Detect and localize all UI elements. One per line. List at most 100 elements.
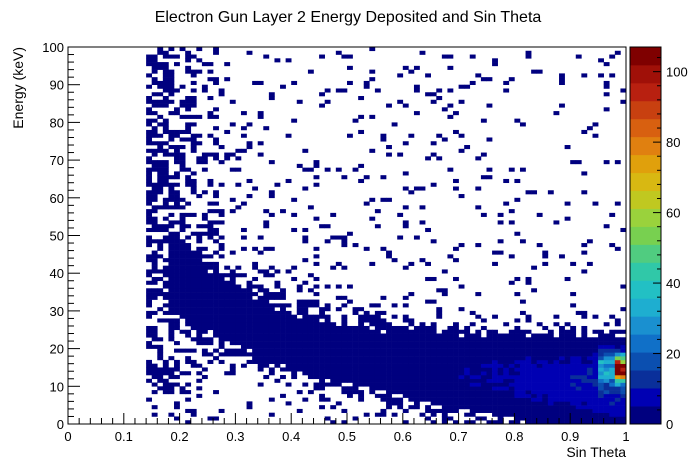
heatmap-cell <box>620 390 627 395</box>
heatmap-cell <box>553 405 560 410</box>
heatmap-cell <box>285 337 292 342</box>
heatmap-cell <box>559 382 565 387</box>
heatmap-cell <box>185 333 192 338</box>
heatmap-cell <box>497 337 504 342</box>
heatmap-cell <box>514 359 521 364</box>
heatmap-cell <box>307 363 314 368</box>
x-tick-label: 1 <box>622 429 629 444</box>
heatmap-cell <box>430 390 437 395</box>
heatmap-cell <box>570 367 577 372</box>
heatmap-cell <box>235 318 242 323</box>
heatmap-cell <box>363 412 370 417</box>
heatmap-cell <box>369 348 376 353</box>
heatmap-cell <box>592 386 599 391</box>
heatmap-cell <box>425 299 431 304</box>
heatmap-cell <box>358 359 365 364</box>
heatmap-cell <box>536 401 543 406</box>
heatmap-cell <box>157 175 164 180</box>
heatmap-cell <box>335 307 342 312</box>
heatmap-cell <box>319 310 325 315</box>
heatmap-cell <box>341 322 348 327</box>
heatmap-cell <box>151 182 158 187</box>
heatmap-cell <box>302 333 309 338</box>
color-scale-swatch <box>630 136 661 156</box>
heatmap-cell <box>174 288 180 293</box>
heatmap-cell <box>358 333 365 338</box>
heatmap-cell <box>358 378 365 383</box>
heatmap-cell <box>291 197 298 202</box>
heatmap-cell <box>525 412 532 417</box>
heatmap-cell <box>168 356 175 361</box>
heatmap-cell <box>458 371 465 376</box>
heatmap-cell <box>464 352 471 357</box>
heatmap-cell <box>391 341 398 346</box>
y-tick-label: 100 <box>42 40 64 55</box>
heatmap-cell <box>146 54 152 59</box>
heatmap-cell <box>229 209 236 214</box>
heatmap-cell <box>341 88 348 93</box>
heatmap-cell <box>179 303 186 308</box>
heatmap-cell <box>397 386 404 391</box>
heatmap-cell <box>207 325 214 331</box>
heatmap-cell <box>430 420 437 425</box>
heatmap-cell <box>246 303 253 308</box>
heatmap-cell <box>475 341 482 346</box>
heatmap-cell <box>218 280 225 285</box>
heatmap-cell <box>570 397 577 402</box>
heatmap-cell <box>564 367 571 372</box>
heatmap-cell <box>151 367 158 372</box>
heatmap-cell <box>218 408 225 413</box>
heatmap-cell <box>213 295 219 300</box>
heatmap-cell <box>436 378 443 383</box>
heatmap-cell <box>240 310 247 315</box>
heatmap-cell <box>157 47 164 52</box>
heatmap-cell <box>508 352 515 357</box>
heatmap-cell <box>235 205 242 210</box>
heatmap-cell <box>246 325 253 331</box>
heatmap-cell <box>508 367 515 372</box>
heatmap-cell <box>196 224 203 229</box>
heatmap-cell <box>402 303 409 308</box>
heatmap-cell <box>603 107 610 112</box>
heatmap-cell <box>458 284 465 289</box>
heatmap-cell <box>369 197 376 202</box>
heatmap-cell <box>291 352 298 357</box>
heatmap-cell <box>196 318 203 323</box>
heatmap-cell <box>386 363 392 368</box>
heatmap-cell <box>185 107 192 112</box>
heatmap-cell <box>263 318 270 323</box>
heatmap-cell <box>374 341 381 346</box>
heatmap-cell <box>174 129 180 135</box>
heatmap-cell <box>162 201 169 206</box>
heatmap-cell <box>575 371 582 376</box>
heatmap-cell <box>525 367 532 372</box>
color-scale-swatch <box>630 388 661 407</box>
heatmap-cell <box>319 329 325 334</box>
heatmap-cell <box>553 390 560 395</box>
heatmap-cell <box>207 299 214 304</box>
heatmap-cell <box>207 284 214 289</box>
heatmap-cell <box>559 73 565 78</box>
heatmap-cell <box>280 84 286 89</box>
heatmap-cell <box>430 352 437 357</box>
heatmap-cell <box>386 356 392 361</box>
heatmap-cell <box>319 322 325 327</box>
color-scale-swatch <box>630 190 661 209</box>
heatmap-cell <box>425 371 431 376</box>
heatmap-cell <box>274 378 281 383</box>
heatmap-cell <box>218 314 225 319</box>
heatmap-cell <box>347 352 353 357</box>
heatmap-cell <box>207 77 214 82</box>
heatmap-cell <box>503 88 510 93</box>
heatmap-cell <box>592 359 599 364</box>
heatmap-cell <box>179 212 186 217</box>
heatmap-cell <box>575 390 582 395</box>
heatmap-cell <box>268 322 275 327</box>
heatmap-cell <box>252 356 259 361</box>
heatmap-cell <box>386 393 392 398</box>
heatmap-cell <box>162 148 169 153</box>
heatmap-cell <box>436 371 443 376</box>
heatmap-cell <box>246 284 253 289</box>
heatmap-cell <box>179 205 186 210</box>
